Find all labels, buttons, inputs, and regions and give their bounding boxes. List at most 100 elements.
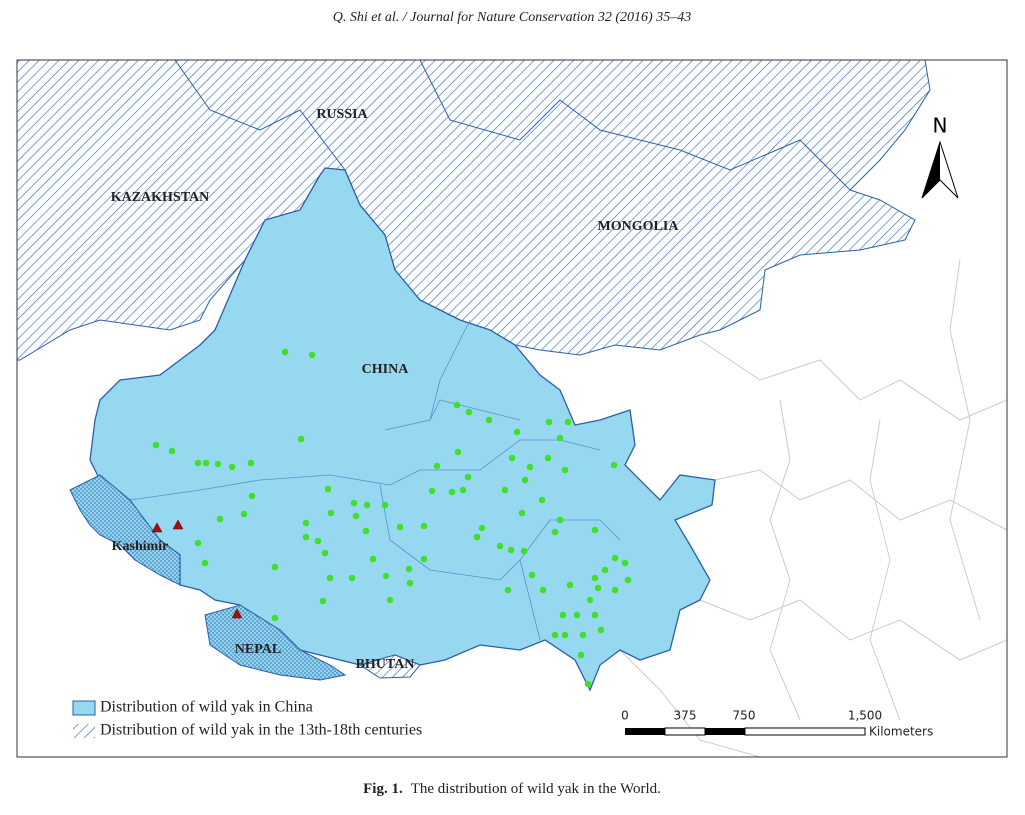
yak-point [228,463,236,471]
yak-point [448,488,456,496]
yak-point [507,546,515,554]
yak-point [381,501,389,509]
yak-point [352,512,360,520]
yak-point [297,435,305,443]
yak-point [478,524,486,532]
yak-point [538,496,546,504]
yak-point [362,527,370,535]
yak-point [271,563,279,571]
yak-point [420,555,428,563]
country-label: KAZAKHSTAN [111,190,210,205]
yak-point [539,586,547,594]
yak-point [240,510,248,518]
yak-point [363,501,371,509]
nepal-region [204,604,347,681]
legend-label: Distribution of wild yak in the 13th-18t… [100,722,422,739]
yak-point [453,401,461,409]
scale-unit: Kilometers [869,725,933,739]
yak-points [152,348,632,688]
caption-label: Fig. 1. [363,781,403,797]
yak-point [194,459,202,467]
yak-point [559,611,567,619]
scale-label: 750 [733,709,756,723]
country-label: RUSSIA [316,107,368,122]
yak-point [561,466,569,474]
yak-point [496,542,504,550]
yak-point [420,522,428,530]
yak-point [521,476,529,484]
country-label: CHINA [362,362,410,377]
north-label: N [933,114,948,138]
yak-point [551,528,559,536]
yak-point [526,463,534,471]
yak-point [348,574,356,582]
yak-point [528,571,536,579]
country-label: MONGOLIA [598,219,680,234]
yak-point [564,418,572,426]
yak-point [545,418,553,426]
china-range [89,167,716,692]
yak-point [504,586,512,594]
yak-point [319,597,327,605]
yak-point [473,533,481,541]
yak-point [551,631,559,639]
yak-point [459,486,467,494]
yak-point [324,485,332,493]
yak-point [601,566,609,574]
yak-point [591,574,599,582]
region-label: Kashimir [112,539,169,554]
bhutan-region [358,654,421,679]
yak-point [621,559,629,567]
legend-label: Distribution of wild yak in China [100,699,313,716]
scale-label: 0 [621,709,629,723]
markers [151,519,243,619]
yak-point [202,459,210,467]
yak-point [520,547,528,555]
yak-point [577,651,585,659]
country-label: NEPAL [235,642,281,657]
caption: Fig. 1. The distribution of wild yak in t… [363,781,661,797]
yak-point [584,680,592,688]
header: Q. Shi et al. / Journal for Nature Conse… [333,10,691,25]
province-lines [619,259,1007,757]
yak-point [369,555,377,563]
yak-point [194,539,202,547]
yak-point [428,487,436,495]
yak-point [508,454,516,462]
scale-bar [625,727,866,736]
yak-point [281,348,289,356]
country-label: BHUTAN [356,657,415,672]
yak-point [271,614,279,622]
yak-point [624,576,632,584]
yak-point [314,537,322,545]
yak-point [216,515,224,523]
yak-point [382,572,390,580]
yak-point [556,434,564,442]
scale-label: 1,500 [848,709,882,723]
yak-point [591,526,599,534]
yak-point [465,408,473,416]
yak-point [214,460,222,468]
scale-label: 375 [674,709,697,723]
yak-point [579,631,587,639]
yak-point [247,459,255,467]
yak-point [518,509,526,517]
legend-swatch [72,700,96,716]
yak-point [168,447,176,455]
yak-point [350,499,358,507]
yak-point [308,351,316,359]
yak-point [327,509,335,517]
yak-point [152,441,160,449]
map [17,60,1007,757]
yak-point [302,533,310,541]
yak-point [326,574,334,582]
legend-swatch [73,724,95,738]
yak-point [556,516,564,524]
yak-point [302,519,310,527]
yak-point [597,626,605,634]
caption-text: The distribution of wild yak in the Worl… [411,781,661,797]
kashmir-region [69,474,181,586]
yak-point [501,486,509,494]
yak-point [396,523,404,531]
